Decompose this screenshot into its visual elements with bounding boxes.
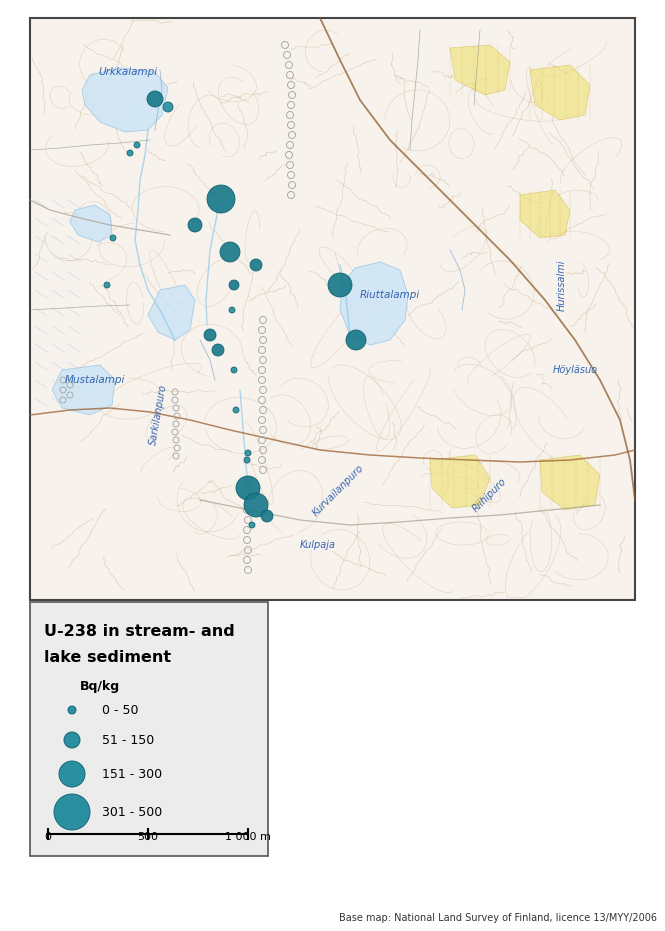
Circle shape: [229, 307, 235, 313]
Circle shape: [250, 259, 262, 271]
Polygon shape: [530, 65, 590, 120]
Circle shape: [236, 476, 260, 500]
Circle shape: [231, 367, 237, 373]
Text: Kurvailanpuro: Kurvailanpuro: [311, 463, 366, 518]
Text: Riihipuro: Riihipuro: [471, 476, 509, 514]
Circle shape: [229, 280, 239, 290]
Polygon shape: [540, 455, 600, 510]
Circle shape: [233, 407, 239, 413]
Circle shape: [59, 761, 85, 787]
Circle shape: [64, 732, 80, 748]
Text: 0 - 50: 0 - 50: [102, 704, 138, 717]
Text: 301 - 500: 301 - 500: [102, 805, 162, 818]
Circle shape: [261, 510, 273, 522]
Polygon shape: [520, 190, 570, 238]
Text: Kulpaja: Kulpaja: [300, 540, 336, 550]
Text: Sarkilanpuro: Sarkilanpuro: [148, 384, 168, 446]
Bar: [30, 18, 635, 600]
Text: Hurissalmi: Hurissalmi: [557, 259, 567, 311]
Text: 500: 500: [138, 832, 158, 842]
Text: 51 - 150: 51 - 150: [102, 734, 154, 747]
Circle shape: [147, 91, 163, 107]
Text: 151 - 300: 151 - 300: [102, 767, 162, 780]
Text: U-238 in stream- and: U-238 in stream- and: [44, 624, 235, 639]
Polygon shape: [340, 262, 408, 345]
Circle shape: [220, 242, 240, 262]
Circle shape: [163, 102, 173, 112]
Text: Urkkalampi: Urkkalampi: [98, 67, 158, 77]
Circle shape: [204, 329, 216, 341]
Text: 0: 0: [45, 832, 51, 842]
Circle shape: [244, 457, 250, 463]
Polygon shape: [70, 205, 112, 242]
Circle shape: [68, 706, 76, 714]
Circle shape: [54, 794, 90, 830]
Circle shape: [346, 330, 366, 350]
Text: Riuttalampi: Riuttalampi: [360, 290, 420, 300]
Circle shape: [249, 522, 255, 528]
Circle shape: [127, 150, 133, 156]
Polygon shape: [148, 285, 195, 340]
Text: 1 000 m: 1 000 m: [225, 832, 271, 842]
Circle shape: [212, 344, 224, 356]
Polygon shape: [52, 365, 115, 415]
Circle shape: [134, 142, 140, 148]
Circle shape: [110, 235, 116, 241]
Circle shape: [188, 218, 202, 232]
Circle shape: [245, 450, 251, 456]
Polygon shape: [450, 45, 510, 95]
Text: lake sediment: lake sediment: [44, 650, 171, 665]
Circle shape: [328, 273, 352, 297]
Polygon shape: [82, 68, 168, 132]
Circle shape: [104, 282, 110, 288]
Text: Base map: National Land Survey of Finland, licence 13/MYY/2006: Base map: National Land Survey of Finlan…: [339, 913, 657, 923]
Text: Bq/kg: Bq/kg: [80, 680, 120, 693]
Polygon shape: [430, 455, 490, 508]
Circle shape: [207, 185, 235, 213]
Text: Mustalampi: Mustalampi: [65, 375, 125, 385]
Circle shape: [244, 493, 268, 517]
Text: Höyläsuo: Höyläsuo: [553, 365, 598, 375]
Bar: [30, 602, 268, 856]
